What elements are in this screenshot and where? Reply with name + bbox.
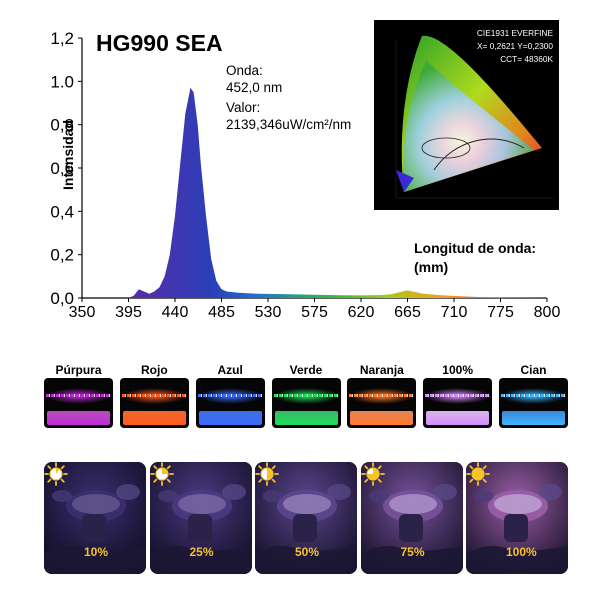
led-strip	[425, 394, 491, 397]
x-tick-label: 775	[487, 304, 514, 321]
color-mode-preview	[499, 378, 568, 428]
color-swatch	[274, 411, 338, 425]
x-tick-label: 575	[301, 304, 328, 321]
led-strip	[349, 394, 415, 397]
y-axis-label: Intensidad	[60, 119, 76, 190]
dimming-percent-label: 75%	[400, 545, 425, 559]
color-mode-verde: Verde	[271, 362, 341, 428]
cie-chromaticity-inset: CIE1931 EVERFINE X= 0,2621 Y=0,2300 CCT=…	[374, 20, 559, 210]
color-swatch	[426, 411, 490, 425]
led-strip	[501, 394, 566, 397]
value-label: Valor:	[226, 100, 261, 115]
spectrum-area	[128, 87, 547, 298]
cie-cct: CCT= 48360K	[500, 54, 553, 64]
color-mode-cian: Cian	[499, 362, 568, 428]
color-swatch	[350, 411, 414, 425]
color-mode-preview	[119, 378, 189, 428]
dimming-percent-label: 50%	[295, 545, 320, 559]
coral-scene	[466, 462, 568, 574]
brightness-icon	[44, 462, 68, 486]
color-swatch	[47, 411, 110, 425]
coral-scene	[44, 462, 146, 574]
wave-value: 452,0 nm	[226, 80, 283, 95]
color-mode-naranja: Naranja	[347, 362, 417, 428]
color-mode-preview	[271, 378, 341, 428]
dimming-photo-75-percent: 75%	[360, 462, 463, 574]
brightness-icon	[466, 462, 490, 486]
brightness-icon	[255, 462, 279, 486]
dimming-percent-label: 100%	[506, 545, 537, 559]
x-tick-label: 485	[208, 304, 235, 321]
y-tick-label: 0,2	[50, 246, 74, 265]
dimming-photo-25-percent: 25%	[149, 462, 252, 574]
dimming-percent-label: 25%	[189, 545, 214, 559]
led-strip	[121, 394, 187, 397]
value-value: 2139,346uW/cm²/nm	[226, 117, 352, 132]
color-mode-label: 100%	[442, 363, 473, 377]
color-mode-label: Naranja	[359, 363, 404, 377]
x-tick-label: 440	[162, 304, 189, 321]
coral-scene	[255, 462, 357, 574]
chart-title: HG990 SEA	[96, 30, 223, 56]
x-axis-label: Longitud de onda: (mm)	[414, 239, 536, 277]
y-tick-label: 0,4	[50, 202, 74, 221]
chart-ticks: 350 395 440 485 530 575 620 665 710 775 800 0,0 0,2 0…	[50, 29, 560, 321]
x-tick-label: 350	[69, 304, 96, 321]
brightness-icon	[149, 462, 174, 486]
coral-scene	[149, 462, 252, 574]
color-mode-preview	[195, 378, 265, 428]
color-mode-p-rpura: Púrpura	[44, 362, 113, 428]
x-axis-label-line2: (mm)	[414, 259, 449, 275]
y-tick-label: 0,0	[50, 289, 74, 308]
color-swatch	[198, 411, 262, 425]
color-mode-label: Azul	[217, 363, 243, 377]
color-modes: Púrpura Rojo Azul Verde Naranja 100% Cian	[44, 362, 568, 432]
color-mode-label: Rojo	[140, 363, 168, 377]
led-strip	[273, 394, 339, 397]
coral-scene	[360, 462, 463, 574]
cie-title: CIE1931 EVERFINE	[476, 28, 553, 38]
dimming-photo-100-percent: 100%	[466, 462, 568, 574]
x-tick-label: 665	[394, 304, 421, 321]
dimming-photo-10-percent: 10%	[44, 462, 146, 574]
x-tick-label: 800	[534, 304, 561, 321]
x-tick-label: 710	[441, 304, 468, 321]
y-tick-label: 1,2	[50, 29, 74, 48]
led-strip	[197, 394, 263, 397]
y-tick-label: 0,8	[50, 116, 74, 135]
color-mode-preview	[347, 378, 417, 428]
color-mode-label: Púrpura	[55, 363, 102, 377]
color-mode-preview	[44, 378, 113, 428]
color-swatch	[502, 411, 565, 425]
color-swatch	[122, 411, 186, 425]
color-mode-azul: Azul	[195, 362, 265, 428]
y-tick-label: 1.0	[50, 72, 74, 91]
color-mode-100-: 100%	[423, 362, 493, 428]
color-mode-rojo: Rojo	[119, 362, 189, 428]
cie-xy: X= 0,2621 Y=0,2300	[477, 41, 553, 51]
color-mode-preview	[423, 378, 493, 428]
x-tick-label: 620	[348, 304, 375, 321]
dimming-photos: 10% 25% 50% 75% 100%	[44, 462, 568, 574]
wave-label: Onda:	[226, 63, 263, 78]
led-strip	[46, 394, 111, 397]
x-tick-label: 530	[255, 304, 282, 321]
color-mode-label: Cian	[520, 363, 547, 377]
x-tick-label: 395	[115, 304, 142, 321]
dimming-percent-label: 10%	[84, 545, 109, 559]
spectrum-chart: 350 395 440 485 530 575 620 665 710 775 800 0,0 0,2 0…	[50, 29, 560, 321]
x-axis-label-line1: Longitud de onda:	[414, 240, 537, 256]
color-mode-label: Verde	[289, 363, 323, 377]
brightness-icon	[360, 462, 385, 486]
y-tick-label: 0,6	[50, 159, 74, 178]
cie-diagram	[395, 35, 554, 199]
dimming-photo-50-percent: 50%	[255, 462, 357, 574]
